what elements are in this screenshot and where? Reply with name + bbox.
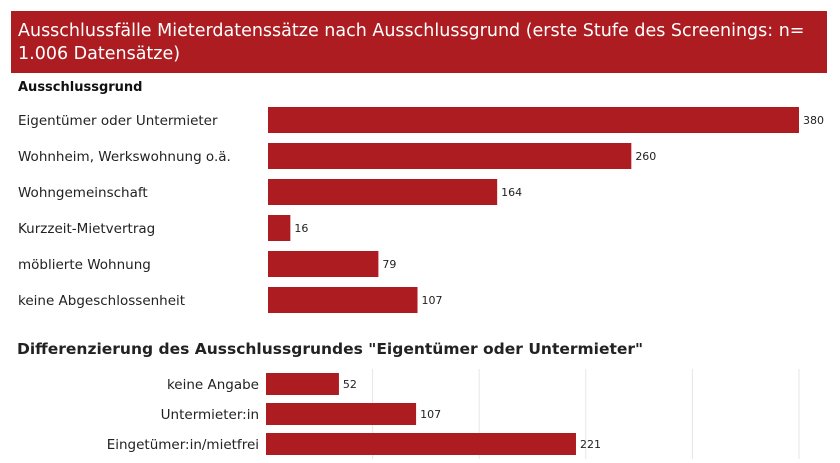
value-label: 221 [580,438,601,451]
bar [266,403,417,425]
category-label: Wohnheim, Werkswohnung o.ä. [18,149,231,165]
category-label: Eingetümer:in/mietfrei [107,437,259,453]
category-label: möblierte Wohnung [18,257,151,273]
value-label: 164 [501,186,522,199]
category-label: Wohngemeinschaft [18,185,148,201]
value-label: 16 [294,222,308,235]
value-label: 107 [422,294,443,307]
value-label: 380 [803,114,824,127]
chart-title-bar: Ausschlussfälle Mieterdatenssätze nach A… [11,11,827,73]
bar [268,107,799,133]
value-label: 107 [420,408,441,421]
bar [268,215,291,241]
value-label: 79 [382,258,396,271]
category-label: Eigentümer oder Untermieter [18,113,218,129]
bar [266,373,339,395]
value-label: 260 [635,150,656,163]
bar [266,433,576,455]
bar [268,179,498,205]
category-label: keine Angabe [167,377,259,393]
category-label: Kurzzeit-Mietvertrag [18,221,155,237]
chart-title: Ausschlussfälle Mieterdatenssätze nach A… [18,21,805,64]
bar [268,287,418,313]
category-label: Untermieter:in [161,407,259,423]
bar [268,143,632,169]
chart-ausschlussgrund: Eigentümer oder Untermieter 380 Wohnheim, … [18,107,824,313]
chart2-title: Differenzierung des Ausschlussgrundes "E… [17,340,644,358]
bar [268,251,379,277]
value-label: 52 [343,378,357,391]
category-label: keine Abgeschlossenheit [18,293,185,309]
category-header: Ausschlussgrund [18,80,143,95]
